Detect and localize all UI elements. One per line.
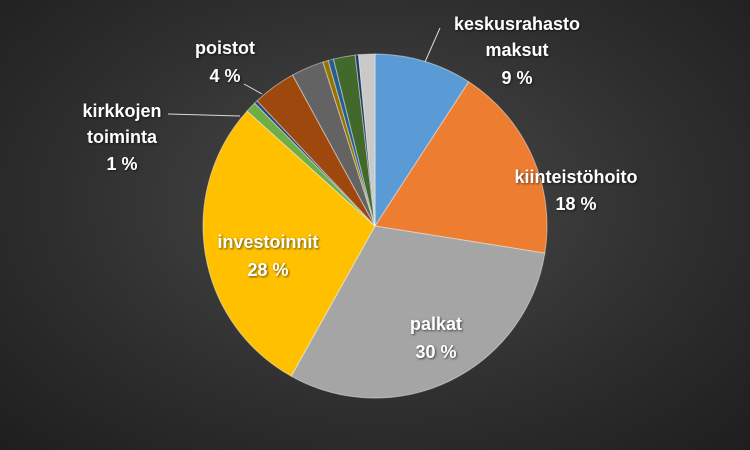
pie-slice: [357, 53, 376, 227]
pie-slice: [253, 100, 376, 227]
pie-slice: [327, 58, 376, 227]
leader-lines: [167, 27, 441, 117]
pie-slice: [374, 53, 470, 228]
slice-label: investoinnit: [217, 232, 319, 252]
value-label: 9 %: [501, 68, 533, 88]
value-label: 1 %: [106, 154, 138, 174]
pie-slice: [374, 81, 548, 254]
leader-line: [243, 83, 263, 95]
value-label: 30 %: [415, 342, 457, 362]
pie-slice: [354, 54, 376, 227]
slice-label: keskusrahasto maksut: [453, 14, 581, 60]
pie-slice: [246, 102, 376, 227]
slice-label: kiinteistöhoito: [514, 167, 638, 187]
pie-slice: [322, 59, 376, 227]
pie-slice: [256, 74, 376, 227]
leader-line: [167, 113, 241, 117]
leader-line: [424, 27, 441, 63]
pie-slice: [290, 225, 546, 399]
pie-slice: [332, 54, 376, 227]
pie-slice: [202, 110, 376, 377]
slice-label: kirkkojen toiminta: [82, 101, 162, 147]
value-label: 18 %: [555, 194, 597, 214]
slice-label: palkat: [409, 314, 463, 334]
value-label: 4 %: [209, 66, 241, 86]
pie-slice: [291, 61, 376, 227]
value-label: 28 %: [247, 260, 289, 280]
slice-label: poistot: [195, 38, 255, 58]
